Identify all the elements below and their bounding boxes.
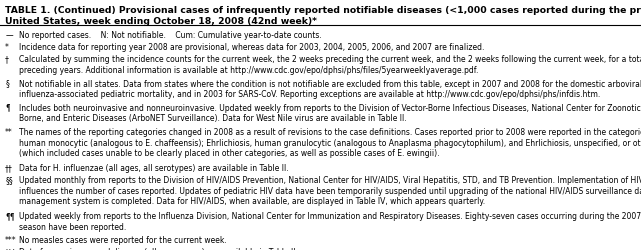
Text: Calculated by summing the incidence counts for the current week, the 2 weeks pre: Calculated by summing the incidence coun… — [19, 55, 641, 75]
Text: No reported cases.    N: Not notifiable.    Cum: Cumulative year-to-date counts.: No reported cases. N: Not notifiable. Cu… — [19, 31, 322, 40]
Text: Updated monthly from reports to the Division of HIV/AIDS Prevention, National Ce: Updated monthly from reports to the Divi… — [19, 175, 641, 206]
Text: Data for meningococcal disease (all serogroups) are available in Table II.: Data for meningococcal disease (all sero… — [19, 247, 298, 250]
Text: Incidence data for reporting year 2008 are provisional, whereas data for 2003, 2: Incidence data for reporting year 2008 a… — [19, 43, 485, 52]
Text: Data for H. influenzae (all ages, all serotypes) are available in Table II.: Data for H. influenzae (all ages, all se… — [19, 163, 289, 172]
Text: ***: *** — [5, 235, 17, 244]
Text: —: — — [5, 31, 13, 40]
Text: †††: ††† — [5, 247, 17, 250]
Text: TABLE 1. (Continued) Provisional cases of infrequently reported notifiable disea: TABLE 1. (Continued) Provisional cases o… — [5, 6, 641, 26]
Text: **: ** — [5, 127, 13, 136]
Text: ††: †† — [5, 163, 13, 172]
Text: ¶¶: ¶¶ — [5, 211, 15, 220]
Text: No measles cases were reported for the current week.: No measles cases were reported for the c… — [19, 235, 227, 244]
Text: Includes both neuroinvasive and nonneuroinvasive. Updated weekly from reports to: Includes both neuroinvasive and nonneuro… — [19, 103, 641, 123]
Text: †: † — [5, 55, 9, 64]
Text: Updated weekly from reports to the Influenza Division, National Center for Immun: Updated weekly from reports to the Influ… — [19, 211, 641, 231]
Text: The names of the reporting categories changed in 2008 as a result of revisions t: The names of the reporting categories ch… — [19, 127, 641, 158]
Text: §§: §§ — [5, 175, 13, 184]
Text: Not notifiable in all states. Data from states where the condition is not notifi: Not notifiable in all states. Data from … — [19, 79, 641, 99]
Text: *: * — [5, 43, 9, 52]
Text: §: § — [5, 79, 9, 88]
Text: ¶: ¶ — [5, 103, 10, 112]
